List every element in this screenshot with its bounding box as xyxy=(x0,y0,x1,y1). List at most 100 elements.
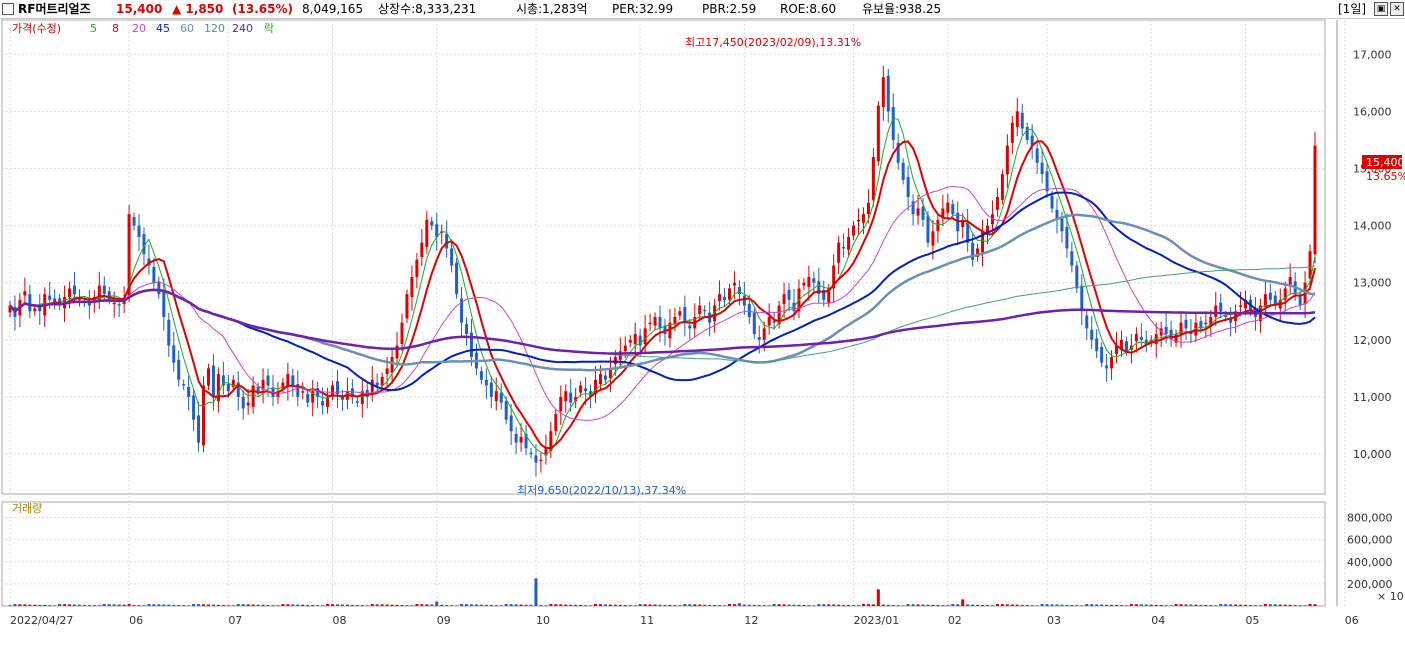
candle-body xyxy=(202,385,206,446)
candle-body xyxy=(390,356,394,373)
volume-bar xyxy=(48,605,52,606)
candle-body xyxy=(901,162,905,180)
candle-body xyxy=(335,381,339,395)
candle-body xyxy=(38,305,42,312)
candle-body xyxy=(727,288,731,300)
volume-bar xyxy=(861,604,865,606)
volume-bar xyxy=(1134,604,1138,606)
volume-bar xyxy=(881,604,885,606)
volume-bar xyxy=(1313,604,1317,606)
volume-bar xyxy=(896,605,900,606)
volume-bar xyxy=(1214,605,1218,606)
volume-bar xyxy=(167,604,171,606)
volume-bar xyxy=(405,605,409,606)
volume-bar xyxy=(1010,604,1014,606)
volume-bar xyxy=(544,605,548,606)
volume-bar xyxy=(976,604,980,606)
candle-body xyxy=(1134,334,1138,342)
volume-bar xyxy=(1015,604,1019,606)
vol-tick-label: 800,000 xyxy=(1347,512,1393,525)
volume-bar xyxy=(698,604,702,606)
volume-bar xyxy=(916,604,920,606)
volume-bar xyxy=(226,605,230,606)
restore-icon[interactable]: ▣ xyxy=(1374,2,1388,16)
candle-body xyxy=(871,157,875,200)
volume-bar xyxy=(1159,605,1163,606)
candle-body xyxy=(172,345,176,363)
select-checkbox[interactable] xyxy=(2,3,14,15)
x-tick-label: 11 xyxy=(640,614,654,627)
candle-body xyxy=(281,382,285,389)
volume-bar xyxy=(723,605,727,606)
candle-body xyxy=(87,301,91,306)
volume-bar xyxy=(43,605,47,606)
volume-bar xyxy=(420,604,424,606)
candle-body xyxy=(514,434,518,443)
candle-body xyxy=(807,276,811,287)
candle-body xyxy=(961,219,965,228)
candle-body xyxy=(301,391,305,393)
volume-bar xyxy=(966,604,970,606)
volume-bar xyxy=(549,604,553,606)
volume-bar xyxy=(589,605,593,606)
y-tick-label: 12,000 xyxy=(1353,334,1392,347)
candle-body xyxy=(509,415,513,432)
candle-body xyxy=(187,386,191,397)
volume-bar xyxy=(1129,604,1133,606)
candle-body xyxy=(603,375,607,380)
candle-body xyxy=(1199,321,1203,329)
candle-body xyxy=(1110,356,1114,369)
volume-bar xyxy=(1248,605,1252,606)
volume-bar xyxy=(529,604,533,606)
candle-body xyxy=(688,325,692,329)
candle-body xyxy=(1283,288,1287,300)
volume-bar xyxy=(653,604,657,606)
volume-bar xyxy=(68,604,72,606)
volume-bar xyxy=(1169,605,1173,606)
pbr-value: PBR:2.59 xyxy=(702,2,757,16)
roe-value: ROE:8.60 xyxy=(780,2,837,16)
volume-bar xyxy=(787,604,791,606)
candle-body xyxy=(633,334,637,345)
candle-body xyxy=(673,316,677,325)
high-annotation: 최고17,450(2023/02/09),13.31% xyxy=(685,36,861,49)
volume-bar xyxy=(335,604,339,606)
volume-bar xyxy=(271,605,275,606)
candle-body xyxy=(182,384,186,386)
candle-body xyxy=(623,345,627,352)
volume-bar xyxy=(479,604,483,606)
y-tick-label: 10,000 xyxy=(1353,448,1392,461)
volume-bar xyxy=(256,604,260,606)
close-icon[interactable]: ✕ xyxy=(1390,2,1404,16)
candle-body xyxy=(1268,292,1272,300)
candle-body xyxy=(494,391,498,402)
candle-body xyxy=(1308,251,1312,279)
candle-body xyxy=(375,382,379,386)
candle-body xyxy=(648,322,652,325)
volume-bar xyxy=(891,605,895,606)
volume-bar xyxy=(603,604,607,606)
candle-body xyxy=(450,248,454,266)
candle-body xyxy=(847,237,851,250)
volume-bar xyxy=(1000,604,1004,606)
candle-body xyxy=(767,316,771,326)
volume-bar xyxy=(777,604,781,606)
volume-bar xyxy=(1179,604,1183,606)
candle-body xyxy=(1174,334,1178,343)
volume-bar xyxy=(981,605,985,606)
per-value: PER:32.99 xyxy=(612,2,674,16)
volume-bar xyxy=(489,605,493,606)
volume-bar xyxy=(564,604,568,606)
candle-body xyxy=(1045,171,1049,192)
volume-bar xyxy=(737,603,741,606)
period-selector[interactable]: [1일] xyxy=(1338,2,1367,16)
candle-body xyxy=(524,434,528,449)
volume-bar xyxy=(797,604,801,606)
candle-body xyxy=(167,319,171,346)
volume-bar xyxy=(782,604,786,606)
volume-bar xyxy=(464,604,469,606)
candle-body xyxy=(1219,302,1223,312)
candle-body xyxy=(971,242,975,260)
volume-bar xyxy=(961,599,965,606)
volume-bar xyxy=(926,604,930,606)
